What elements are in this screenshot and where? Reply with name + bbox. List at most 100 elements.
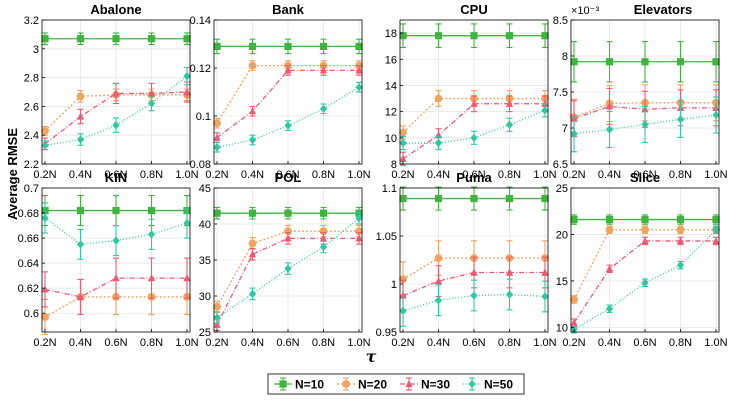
series-n-30 (213, 65, 363, 143)
data-point (505, 32, 514, 40)
x-tick-label: 0.2N (391, 169, 414, 181)
data-point (112, 236, 120, 245)
data-point (434, 296, 443, 305)
series-n-10 (41, 194, 191, 227)
data-point (248, 135, 257, 145)
y-tick-label: 10 (556, 322, 568, 334)
y-tick-label: 2.6 (24, 101, 39, 113)
x-tick-label: 1.0N (533, 169, 556, 181)
data-point (676, 58, 685, 66)
data-point (213, 209, 221, 217)
data-point (319, 66, 328, 74)
data-point (541, 268, 549, 276)
y-tick-label: 0.08 (190, 159, 211, 171)
data-point (147, 35, 156, 43)
y-tick-label: 35 (199, 255, 211, 267)
panel-title: Bank (272, 2, 305, 17)
legend-marker (342, 380, 350, 388)
y-tick-label: 30 (199, 291, 211, 303)
y-tick-label: 1.1 (382, 183, 397, 195)
x-tick-label: 0.2N (205, 169, 228, 181)
data-point (605, 102, 614, 110)
series-line (216, 230, 359, 308)
data-point (470, 268, 478, 276)
data-point (355, 214, 363, 223)
data-point (112, 35, 120, 43)
series-line (216, 64, 359, 124)
x-tick-label: 0.8N (312, 169, 335, 181)
data-point (248, 250, 257, 258)
data-point (570, 295, 578, 304)
y-tick-label: 0.6 (24, 308, 39, 320)
data-point (605, 58, 614, 66)
data-point (434, 277, 443, 285)
data-point (641, 278, 649, 287)
data-point (434, 94, 443, 103)
y-tick-label: 40 (199, 219, 211, 231)
y-tick-label: 12 (385, 107, 397, 119)
x-tick-label: 0.8N (669, 169, 692, 181)
chart-panel-bank: 0.08 0.1 0.12 0.14 0.2N 0.4N 0.6N 0.8N 1.0N Bank (190, 2, 371, 181)
data-point (399, 194, 407, 203)
x-tick-label: 1.0N (175, 169, 198, 181)
panel-title: Abalone (90, 2, 141, 17)
x-tick-label: 1.0N (347, 337, 370, 349)
y-tick-label: 6.5 (553, 159, 568, 171)
y-tick-label: 2.4 (24, 130, 39, 142)
panel-title: Puma (456, 170, 492, 185)
y-tick-label: 16 (385, 54, 397, 66)
data-point (355, 234, 363, 242)
data-point (434, 254, 443, 262)
x-tick-label: 0.4N (427, 169, 450, 181)
series-n-10 (570, 41, 720, 83)
data-point (112, 120, 120, 130)
x-tick-label: 0.6N (633, 337, 656, 349)
data-point (541, 194, 549, 203)
data-point (213, 143, 221, 152)
y-tick-label: 0.64 (18, 258, 39, 270)
data-point (570, 58, 578, 66)
data-point (641, 58, 649, 66)
legend: N=10 N=20 N=30 N=50 (267, 373, 525, 395)
y-tick-label: 8.5 (553, 15, 568, 27)
legend-box (267, 373, 525, 395)
data-point (605, 215, 614, 224)
data-point (183, 35, 191, 43)
data-point (641, 215, 649, 224)
data-point (570, 129, 578, 138)
chart-panel-slice: 10 15 20 25 0.2N 0.4N 0.6N 0.8N 1.0N Slice (556, 170, 728, 349)
data-point (399, 32, 407, 40)
y-tick-label: 15 (556, 276, 568, 288)
y-tick-label: 25 (199, 327, 211, 339)
x-tick-label: 0.6N (104, 337, 127, 349)
x-tick-label: 0.8N (669, 337, 692, 349)
x-tick-label: 0.4N (427, 337, 450, 349)
data-point (355, 83, 363, 92)
chart-panel-puma: 0.95 1 1.05 1.1 0.2N 0.4N 0.6N 0.8N 1.0N Puma (376, 170, 557, 349)
x-tick-label: 0.6N (633, 169, 656, 181)
x-tick-label: 0.8N (312, 337, 335, 349)
data-point (76, 35, 85, 43)
series-n-10 (399, 186, 549, 211)
data-point (76, 135, 85, 144)
data-point (284, 264, 292, 273)
series-line (216, 86, 360, 148)
x-tick-label: 0.8N (140, 169, 163, 181)
data-point (712, 215, 720, 224)
x-tick-label: 0.6N (462, 337, 485, 349)
legend-entry-n-50: N=50 (463, 377, 513, 392)
data-point (112, 206, 120, 215)
data-point (676, 215, 685, 224)
x-tick-label: 0.8N (498, 337, 521, 349)
panel-title: Elevators (634, 2, 693, 17)
legend-label: N=30 (421, 378, 450, 392)
data-point (676, 236, 685, 245)
data-point (399, 128, 407, 137)
data-point (641, 120, 649, 129)
data-point (213, 302, 221, 311)
x-tick-label: 0.8N (498, 169, 521, 181)
y-tick-label: 8 (391, 159, 397, 171)
chart-panels: 2.2 2.4 2.6 2.8 3 3.2 0.2N 0.4N 0.6N 0.8N 1.0N Abal… (18, 2, 728, 349)
series-n-50 (213, 81, 363, 153)
